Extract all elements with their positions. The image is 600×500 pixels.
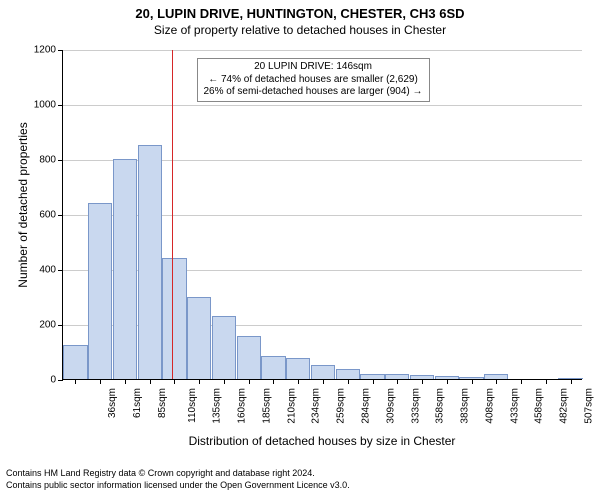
xtick-mark	[150, 379, 151, 384]
histogram-bar	[212, 316, 236, 379]
xtick-label: 61sqm	[132, 388, 143, 418]
page-title-line2: Size of property relative to detached ho…	[0, 21, 600, 37]
ytick-mark	[58, 380, 63, 381]
annotation-line3: 26% of semi-detached houses are larger (…	[204, 86, 423, 99]
gridline	[63, 105, 582, 106]
xtick-label: 234sqm	[311, 388, 322, 424]
xtick-mark	[546, 379, 547, 384]
ytick-label: 1200	[0, 45, 56, 56]
xtick-mark	[422, 379, 423, 384]
histogram-bar	[63, 345, 87, 379]
xtick-mark	[496, 379, 497, 384]
xtick-label: 408sqm	[484, 388, 495, 424]
xtick-mark	[447, 379, 448, 384]
xtick-mark	[472, 379, 473, 384]
histogram-bar	[138, 145, 162, 379]
histogram-bar	[311, 365, 335, 379]
y-axis-label: Number of detached properties	[16, 105, 30, 305]
xtick-mark	[199, 379, 200, 384]
ytick-mark	[58, 50, 63, 51]
xtick-label: 433sqm	[509, 388, 520, 424]
xtick-label: 458sqm	[534, 388, 545, 424]
xtick-label: 160sqm	[237, 388, 248, 424]
ytick-mark	[58, 105, 63, 106]
histogram-bar	[187, 297, 211, 380]
xtick-label: 135sqm	[212, 388, 223, 424]
xtick-mark	[249, 379, 250, 384]
xtick-mark	[174, 379, 175, 384]
xtick-label: 383sqm	[460, 388, 471, 424]
xtick-label: 110sqm	[187, 388, 198, 423]
footer-line1: Contains HM Land Registry data © Crown c…	[6, 468, 315, 479]
histogram-bar	[286, 358, 310, 379]
xtick-label: 85sqm	[157, 388, 168, 418]
xtick-mark	[348, 379, 349, 384]
xtick-label: 507sqm	[583, 388, 594, 424]
annotation-line2: ← 74% of detached houses are smaller (2,…	[204, 74, 423, 87]
xtick-mark	[397, 379, 398, 384]
xtick-mark	[100, 379, 101, 384]
xtick-mark	[224, 379, 225, 384]
histogram-bar	[261, 356, 285, 379]
ytick-mark	[58, 215, 63, 216]
annotation-box: 20 LUPIN DRIVE: 146sqm← 74% of detached …	[197, 58, 430, 102]
xtick-label: 358sqm	[435, 388, 446, 424]
ytick-mark	[58, 270, 63, 271]
page-title-line1: 20, LUPIN DRIVE, HUNTINGTON, CHESTER, CH…	[0, 0, 600, 21]
plot-area: 20 LUPIN DRIVE: 146sqm← 74% of detached …	[62, 50, 582, 380]
xtick-mark	[521, 379, 522, 384]
histogram-bar	[162, 258, 186, 379]
xtick-label: 259sqm	[336, 388, 347, 424]
ytick-mark	[58, 160, 63, 161]
xtick-label: 36sqm	[107, 388, 118, 418]
xtick-mark	[571, 379, 572, 384]
ytick-label: 200	[0, 320, 56, 331]
xtick-label: 482sqm	[559, 388, 570, 424]
xtick-label: 185sqm	[262, 388, 273, 424]
gridline	[63, 50, 582, 51]
xtick-mark	[273, 379, 274, 384]
histogram-bar	[336, 369, 360, 379]
xtick-mark	[373, 379, 374, 384]
x-axis-label: Distribution of detached houses by size …	[62, 434, 582, 448]
xtick-mark	[75, 379, 76, 384]
xtick-label: 333sqm	[410, 388, 421, 424]
xtick-label: 309sqm	[385, 388, 396, 424]
xtick-label: 284sqm	[361, 388, 372, 424]
ytick-label: 0	[0, 375, 56, 386]
footer-line2: Contains public sector information licen…	[6, 480, 350, 491]
xtick-mark	[323, 379, 324, 384]
ytick-mark	[58, 325, 63, 326]
annotation-line1: 20 LUPIN DRIVE: 146sqm	[204, 61, 423, 74]
histogram-bar	[237, 336, 261, 379]
xtick-label: 210sqm	[286, 388, 297, 424]
reference-line	[172, 50, 173, 379]
histogram-bar	[88, 203, 112, 379]
xtick-mark	[125, 379, 126, 384]
xtick-mark	[298, 379, 299, 384]
histogram-bar	[113, 159, 137, 379]
